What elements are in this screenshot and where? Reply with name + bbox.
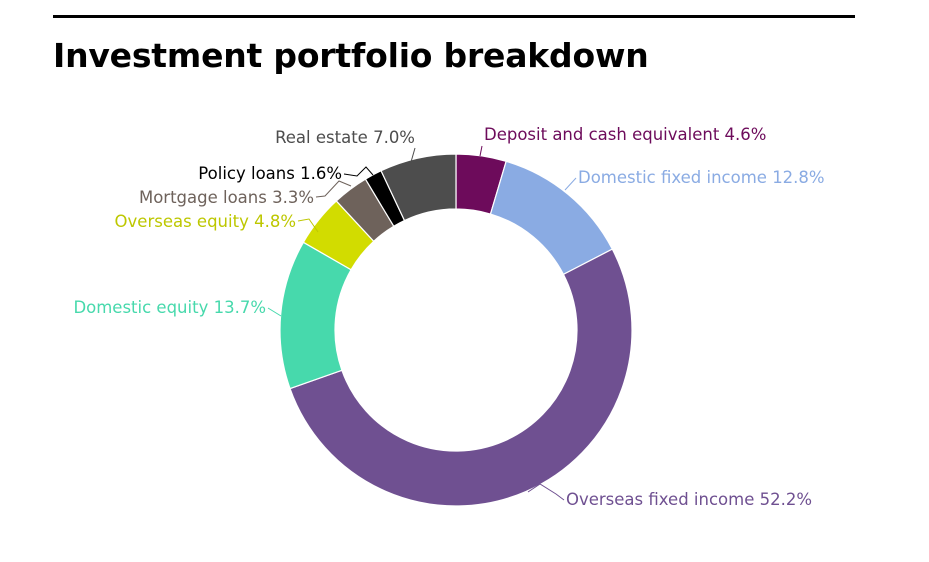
leader-line-real-estate (410, 147, 416, 163)
leader-line-overseas-fixed-income (527, 483, 565, 501)
donut-slices (279, 153, 633, 507)
slice-labels: Deposit and cash equivalent 4.6% Domestic… (73, 125, 824, 509)
label-domestic-fixed-income: Domestic fixed income 12.8% (578, 168, 825, 187)
leader-line-mortgage-loans (315, 180, 352, 198)
label-domestic-equity: Domestic equity 13.7% (73, 298, 266, 317)
slice-real-estate (380, 153, 457, 222)
leader-line-domestic-fixed-income (564, 177, 577, 191)
leader-line-deposit-and-cash-equivalent (479, 145, 483, 157)
slice-overseas-fixed-income (289, 248, 633, 507)
label-overseas-fixed-income: Overseas fixed income 52.2% (566, 490, 812, 509)
leader-line-overseas-equity (297, 218, 319, 233)
top-rule (53, 15, 855, 18)
leader-line-domestic-equity (267, 307, 282, 317)
label-overseas-equity: Overseas equity 4.8% (115, 212, 296, 231)
label-real-estate: Real estate 7.0% (275, 128, 415, 147)
label-deposit-and-cash-equivalent: Deposit and cash equivalent 4.6% (484, 125, 766, 144)
label-policy-loans: Policy loans 1.6% (198, 164, 342, 183)
chart-title: Investment portfolio breakdown (53, 36, 649, 75)
label-mortgage-loans: Mortgage loans 3.3% (139, 188, 314, 207)
leader-line-policy-loans (343, 166, 374, 177)
